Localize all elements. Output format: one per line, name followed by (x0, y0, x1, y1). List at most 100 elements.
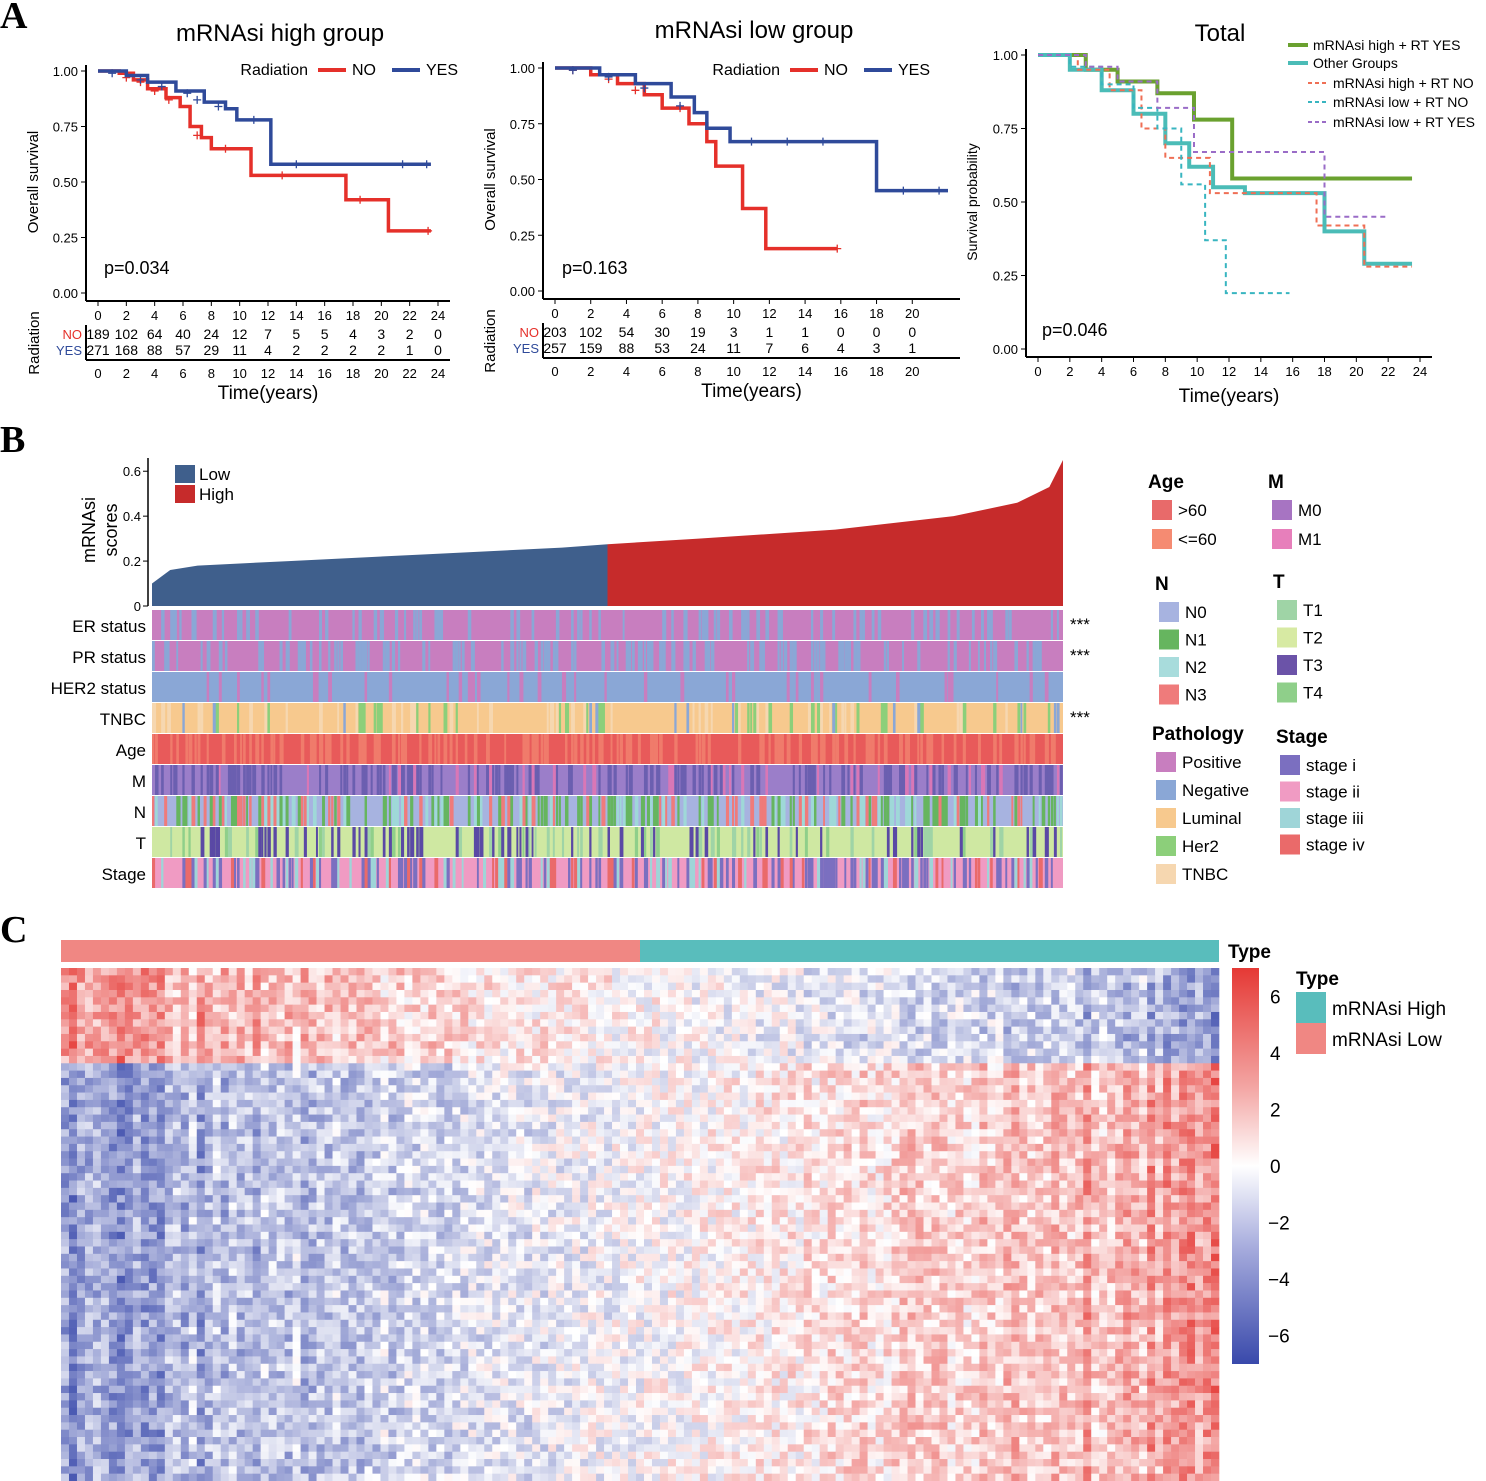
heatmap-cell (859, 975, 868, 983)
heatmap-cell (348, 1121, 357, 1130)
track-cell (671, 765, 675, 795)
heatmap-cell (995, 1033, 1004, 1042)
heatmap-cell (420, 989, 429, 998)
track-cell (704, 641, 709, 671)
heatmap-cell (100, 1026, 110, 1035)
track-cell (540, 858, 543, 888)
track-cell (373, 610, 378, 640)
heatmap-cell (1179, 1070, 1188, 1079)
heatmap-cell (755, 1041, 765, 1049)
track-cell (328, 734, 332, 764)
heatmap-cell (228, 1099, 237, 1108)
track-cell (416, 703, 419, 733)
track-cell (1035, 641, 1040, 671)
track-cell (240, 734, 243, 764)
heatmap-cell (452, 1033, 461, 1042)
track-cell (546, 641, 551, 671)
heatmap-cell (1147, 1099, 1156, 1108)
heatmap-cell (180, 1033, 190, 1042)
heatmap-cell (284, 1114, 293, 1123)
heatmap-cell (1155, 1107, 1164, 1115)
heatmap-cell (212, 1048, 222, 1057)
heatmap-cell (851, 997, 860, 1005)
heatmap-cell (1171, 1077, 1180, 1086)
heatmap-cell (596, 1092, 605, 1101)
heatmap-cell (588, 1092, 597, 1101)
heatmap-cell (356, 1070, 365, 1079)
heatmap-cell (1059, 1070, 1068, 1079)
heatmap-cell (404, 1048, 413, 1057)
heatmap-cell (723, 1041, 733, 1049)
heatmap-cell (132, 1114, 142, 1123)
heatmap-cell (628, 1033, 637, 1042)
heatmap-cell (979, 1136, 988, 1145)
heatmap-cell (1107, 1085, 1116, 1093)
heatmap-cell (723, 1107, 733, 1115)
heatmap-cell (612, 1092, 621, 1101)
heatmap-cell (116, 968, 126, 976)
track-cell (883, 796, 887, 826)
heatmap-cell (61, 1107, 70, 1115)
heatmap-cell (220, 1026, 230, 1035)
heatmap-cell (739, 1085, 749, 1093)
heatmap-cell (172, 1129, 182, 1137)
heatmap-cell (284, 982, 293, 991)
heatmap-cell (667, 968, 677, 976)
heatmap-cell (132, 997, 142, 1005)
heatmap-cell (907, 1026, 916, 1035)
heatmap-cell (252, 1136, 261, 1145)
heatmap-cell (188, 1011, 198, 1020)
heatmap-cell (452, 1048, 461, 1057)
risk-x-tick-label: 20 (374, 366, 388, 381)
track-cell (1020, 796, 1023, 826)
heatmap-cell (132, 1085, 142, 1093)
heatmap-cell (124, 1114, 134, 1123)
heatmap-cell (1051, 1048, 1060, 1057)
heatmap-cell (731, 1070, 741, 1079)
heatmap-cell (1195, 975, 1204, 983)
panel-label-b: B (0, 419, 25, 461)
heatmap-cell (220, 1070, 230, 1079)
heatmap-cell (292, 1077, 301, 1086)
heatmap-cell (364, 1019, 373, 1027)
heatmap-cell (532, 982, 541, 991)
heatmap-cell (1035, 1085, 1044, 1093)
heatmap-cell (140, 1026, 150, 1035)
heatmap-cell (1139, 1077, 1148, 1086)
heatmap-cell (124, 1026, 134, 1035)
heatmap-cell (156, 1114, 166, 1123)
heatmap-cell (771, 975, 781, 983)
track-cell (859, 765, 863, 795)
heatmap-cell (995, 1077, 1004, 1086)
track-cell (473, 765, 477, 795)
heatmap-cell (92, 1055, 102, 1064)
heatmap-cell (268, 975, 277, 983)
track-cell (923, 610, 928, 640)
heatmap-cell (907, 1121, 916, 1130)
heatmap-cell (540, 1048, 549, 1057)
heatmap-cell (939, 1085, 948, 1093)
heatmap-cell (1075, 1136, 1084, 1145)
heatmap-cell (1155, 1085, 1164, 1093)
track-cell (568, 858, 571, 888)
x-tick-label: 2 (123, 308, 130, 323)
heatmap-cell (604, 1011, 613, 1020)
track-cell (713, 858, 719, 888)
heatmap-cell (436, 1099, 445, 1108)
heatmap-cell (755, 1019, 765, 1027)
legend-swatch (1277, 655, 1297, 675)
track-cell (601, 703, 605, 733)
heatmap-cell (971, 1077, 980, 1086)
heatmap-cell (516, 1099, 525, 1108)
heatmap-cell (156, 989, 166, 998)
track-cell (914, 765, 918, 795)
heatmap-cell (500, 1129, 509, 1137)
heatmap-cell (755, 997, 765, 1005)
risk-count: 2 (377, 342, 385, 358)
heatmap-cell (659, 1026, 669, 1035)
heatmap-cell (532, 1019, 541, 1027)
heatmap-cell (1123, 1070, 1132, 1079)
heatmap-cell (1043, 1099, 1052, 1108)
heatmap-cell (564, 1011, 573, 1020)
heatmap-cell (883, 1121, 892, 1130)
